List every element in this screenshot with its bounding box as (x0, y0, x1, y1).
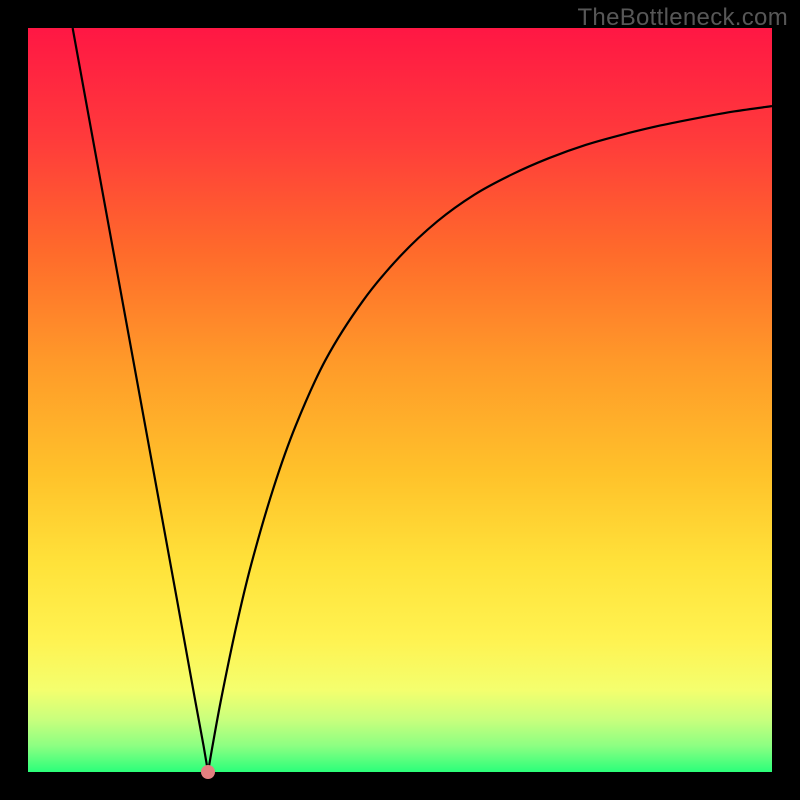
curve-minimum-marker (201, 765, 215, 779)
chart-frame: TheBottleneck.com (0, 0, 800, 800)
watermark-text: TheBottleneck.com (577, 4, 788, 32)
bottleneck-chart (28, 28, 772, 772)
